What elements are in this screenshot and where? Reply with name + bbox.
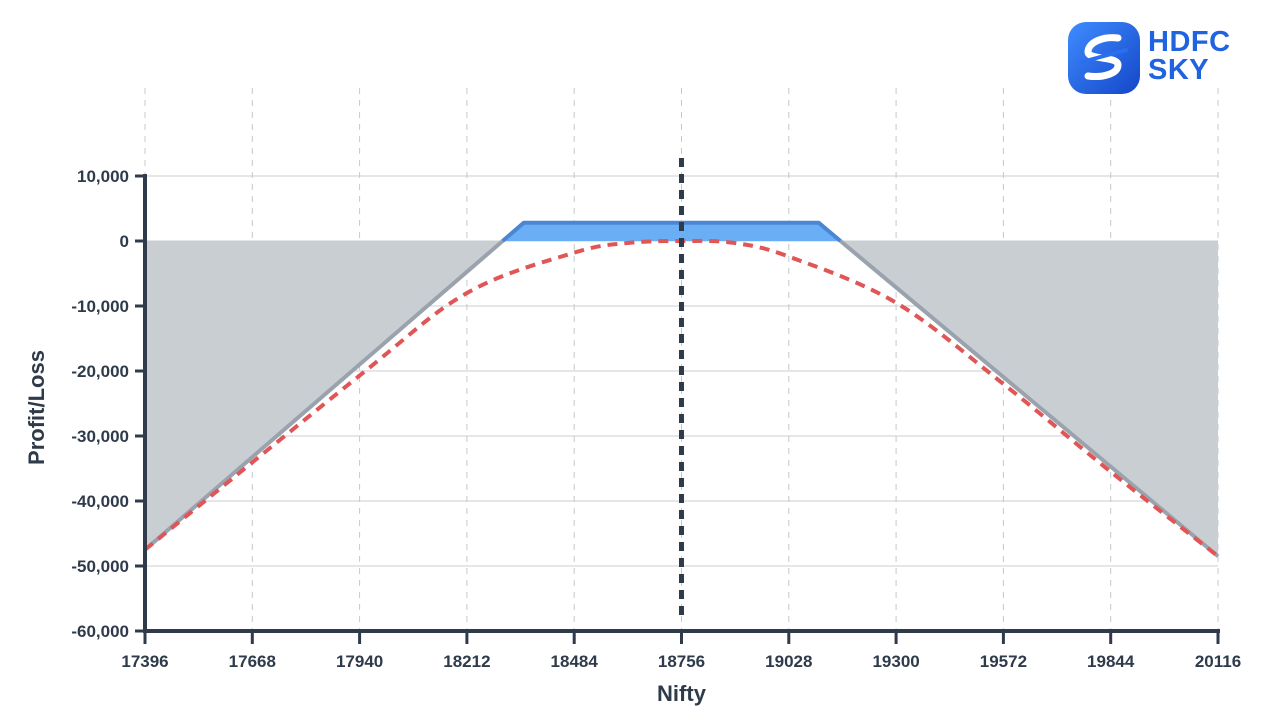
payoff-line-right [839, 239, 1220, 558]
x-tick-label: 18756 [658, 652, 705, 671]
x-tick-label: 17396 [121, 652, 168, 671]
y-tick-label: -60,000 [71, 622, 129, 641]
y-tick-label: 10,000 [77, 167, 129, 186]
x-tick-label: 19300 [872, 652, 919, 671]
y-tick-label: -50,000 [71, 557, 129, 576]
x-tick-label: 19028 [765, 652, 812, 671]
profit-region [502, 222, 841, 241]
y-tick-label: -20,000 [71, 362, 129, 381]
y-tick-label: -10,000 [71, 297, 129, 316]
x-tick-label: 17668 [229, 652, 276, 671]
brand-line-2: SKY [1148, 54, 1210, 86]
x-tick-label: 20116 [1195, 652, 1241, 671]
y-tick-label: 0 [120, 232, 129, 251]
x-tick-label: 19572 [980, 652, 1027, 671]
hdfc-sky-logo: HDFC SKY [1068, 22, 1248, 94]
theoretical-curve [143, 238, 1220, 558]
y-axis-title: Profit/Loss [24, 350, 49, 465]
x-tick-label: 19844 [1087, 652, 1135, 671]
y-tick-label: -30,000 [71, 427, 129, 446]
payoff-line-profit [501, 220, 842, 243]
payoff-line-left [143, 239, 504, 552]
x-tick-label: 18484 [551, 652, 599, 671]
x-tick-label: 17940 [336, 652, 383, 671]
y-tick-label: -40,000 [71, 492, 129, 511]
brand-line-1: HDFC [1148, 26, 1231, 58]
x-tick-label: 18212 [443, 652, 490, 671]
x-axis-title: Nifty [657, 681, 707, 706]
hdfc-sky-s-logo-icon [1068, 22, 1140, 94]
